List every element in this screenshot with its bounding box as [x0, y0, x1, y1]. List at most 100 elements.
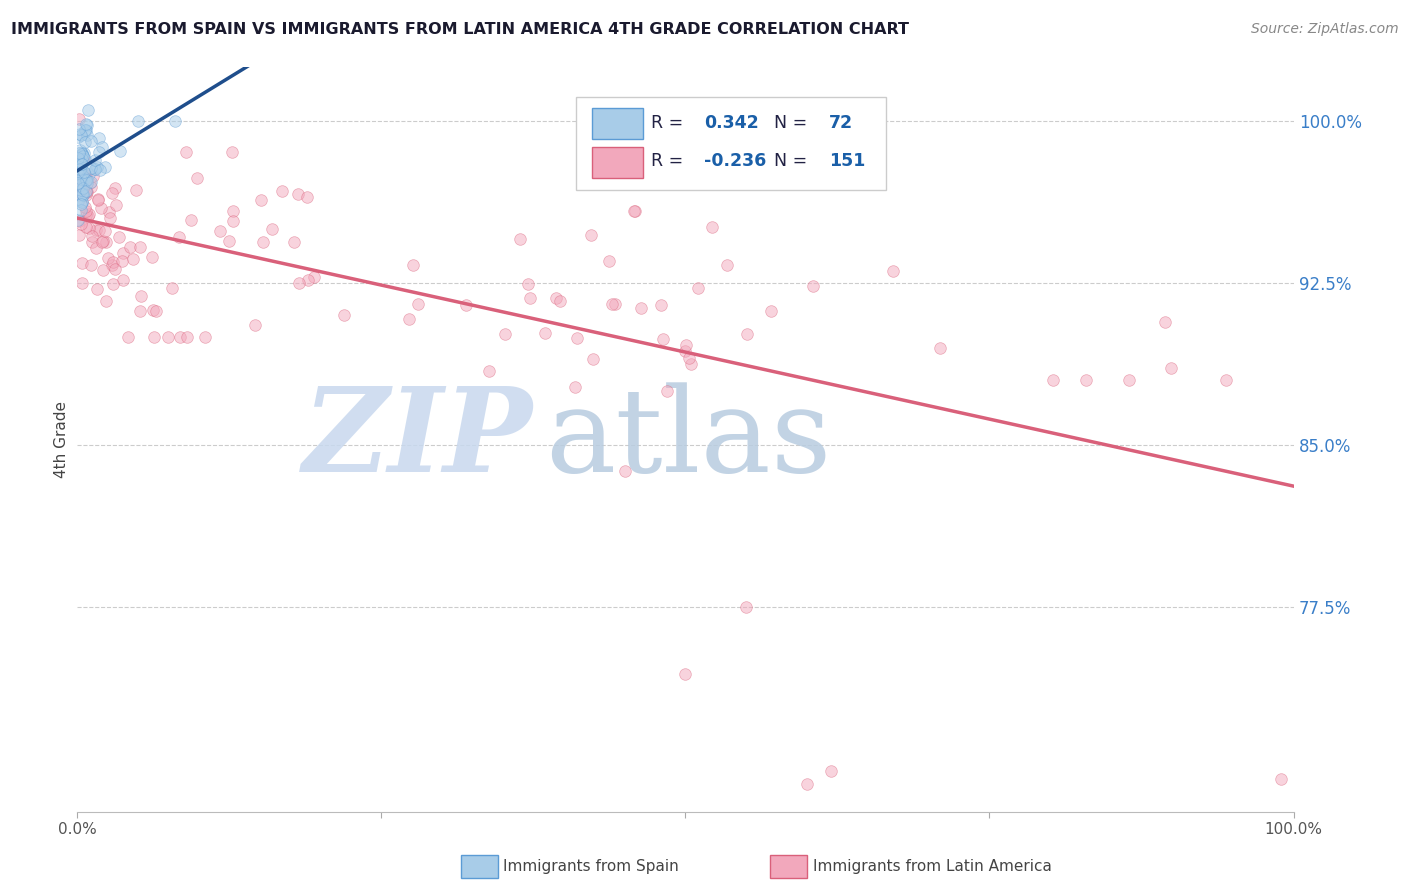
- Point: [69, 217, 91, 231]
- Point: [72, 276, 94, 290]
- Point: [70, 179, 93, 194]
- Point: [1153, 315, 1175, 329]
- Point: [156, 330, 179, 344]
- Point: [929, 341, 952, 355]
- Point: [67, 213, 90, 227]
- Point: [519, 291, 541, 305]
- Point: [117, 330, 139, 344]
- Point: [83, 161, 105, 176]
- Point: [72, 195, 94, 210]
- Point: [104, 180, 127, 194]
- Point: [73, 165, 96, 179]
- Point: [75, 153, 97, 167]
- Point: [77, 221, 100, 235]
- Point: [67, 155, 90, 169]
- Point: [89, 130, 111, 145]
- Point: [120, 240, 142, 254]
- Text: 0.342: 0.342: [703, 114, 758, 132]
- Point: [70, 157, 93, 171]
- Point: [673, 344, 696, 359]
- Point: [250, 193, 273, 207]
- Point: [69, 170, 91, 185]
- Point: [94, 235, 117, 249]
- Point: [218, 234, 240, 248]
- Point: [70, 145, 93, 160]
- Point: [111, 272, 134, 286]
- Point: [103, 255, 125, 269]
- FancyBboxPatch shape: [592, 108, 643, 139]
- Point: [180, 212, 202, 227]
- Point: [657, 384, 679, 398]
- Point: [80, 229, 103, 244]
- Point: [287, 187, 309, 202]
- Point: [69, 162, 91, 177]
- Point: [678, 351, 700, 366]
- Point: [260, 222, 283, 236]
- Point: [1074, 373, 1097, 387]
- Point: [67, 166, 90, 180]
- Point: [1118, 373, 1140, 387]
- Point: [167, 230, 190, 244]
- Text: IMMIGRANTS FROM SPAIN VS IMMIGRANTS FROM LATIN AMERICA 4TH GRADE CORRELATION CHA: IMMIGRANTS FROM SPAIN VS IMMIGRANTS FROM…: [11, 22, 910, 37]
- Point: [67, 182, 90, 196]
- Point: [83, 153, 105, 167]
- Point: [80, 235, 103, 249]
- Point: [333, 309, 356, 323]
- Point: [160, 281, 183, 295]
- Point: [80, 175, 103, 189]
- Point: [186, 171, 208, 186]
- Point: [1270, 772, 1292, 787]
- Text: atlas: atlas: [546, 382, 832, 497]
- Point: [70, 256, 93, 270]
- Point: [94, 224, 117, 238]
- Point: [176, 330, 198, 344]
- Point: [516, 277, 538, 292]
- Point: [87, 192, 110, 206]
- Point: [84, 240, 107, 254]
- Point: [297, 272, 319, 286]
- Point: [544, 291, 567, 305]
- Point: [129, 303, 152, 318]
- Point: [69, 127, 91, 141]
- Point: [67, 112, 90, 127]
- Point: [98, 211, 121, 226]
- Point: [66, 129, 89, 144]
- Point: [72, 181, 94, 195]
- Point: [104, 262, 127, 277]
- Point: [105, 198, 128, 212]
- Point: [194, 330, 217, 344]
- Point: [77, 207, 100, 221]
- Point: [66, 151, 89, 165]
- Point: [66, 194, 89, 209]
- Point: [67, 188, 90, 202]
- Point: [142, 303, 165, 318]
- Point: [67, 176, 90, 190]
- Point: [76, 186, 98, 200]
- Point: [221, 214, 243, 228]
- Point: [283, 235, 305, 249]
- Point: [142, 330, 165, 344]
- Y-axis label: 4th Grade: 4th Grade: [53, 401, 69, 478]
- Point: [101, 258, 124, 272]
- Point: [80, 134, 103, 148]
- Point: [79, 161, 101, 175]
- Point: [72, 194, 94, 209]
- Point: [125, 183, 148, 197]
- Point: [494, 327, 516, 342]
- Point: [73, 136, 96, 150]
- Point: [77, 167, 100, 181]
- Point: [72, 172, 94, 186]
- Point: [70, 166, 93, 180]
- Point: [69, 155, 91, 169]
- Point: [90, 139, 112, 153]
- Point: [87, 222, 110, 236]
- Point: [69, 178, 91, 193]
- Point: [509, 232, 531, 246]
- Point: [89, 163, 111, 178]
- Point: [94, 293, 117, 308]
- Point: [221, 145, 243, 159]
- Point: [76, 173, 98, 187]
- Text: N =: N =: [775, 114, 813, 132]
- Point: [169, 330, 191, 344]
- Point: [112, 245, 135, 260]
